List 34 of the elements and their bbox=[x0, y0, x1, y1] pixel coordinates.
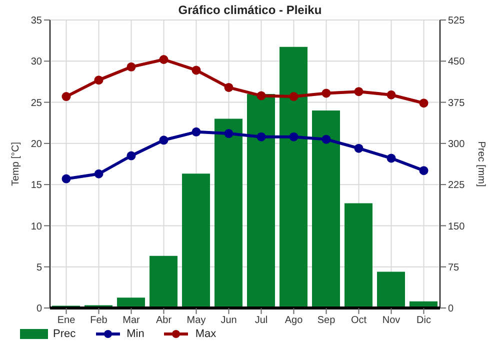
y-tick-label: 20 bbox=[30, 138, 42, 150]
x-tick-label: Mar bbox=[122, 315, 141, 326]
x-tick-label: Sep bbox=[317, 315, 336, 326]
y-tick-label: 5 bbox=[36, 262, 42, 274]
x-tick-label: Ago bbox=[284, 315, 304, 326]
x-tick-label: Ene bbox=[57, 315, 76, 326]
y-tick-label: 15 bbox=[30, 180, 42, 192]
y2-tick-label: 525 bbox=[448, 16, 466, 27]
y-axis-title: Temp [°C] bbox=[10, 142, 22, 186]
legend-label: Min bbox=[126, 328, 144, 340]
y2-tick-label: 0 bbox=[448, 304, 454, 315]
y2-tick-label: 375 bbox=[448, 98, 466, 109]
y2-axis-title: Prec [mm] bbox=[475, 141, 486, 187]
chart-title: Gráfico climático - Pleiku bbox=[178, 3, 322, 17]
x-tick-label: Jun bbox=[220, 315, 237, 326]
x-tick-label: Nov bbox=[382, 315, 400, 326]
legend-label: Max bbox=[194, 328, 216, 340]
x-tick-label: Jul bbox=[254, 315, 268, 326]
x-tick-label: Dic bbox=[416, 315, 431, 326]
y-tick-label: 0 bbox=[36, 304, 42, 315]
y2-tick-label: 225 bbox=[448, 180, 466, 192]
x-tick-label: Feb bbox=[90, 315, 108, 326]
legend-label: Prec bbox=[52, 328, 76, 340]
y2-tick-label: 450 bbox=[448, 56, 466, 68]
y-tick-label: 30 bbox=[30, 56, 42, 68]
x-tick-label: Oct bbox=[350, 315, 367, 326]
y2-tick-label: 75 bbox=[448, 262, 460, 274]
y2-tick-label: 150 bbox=[448, 221, 466, 232]
x-tick-label: May bbox=[186, 315, 206, 326]
y-tick-label: 25 bbox=[30, 98, 42, 109]
y-tick-label: 10 bbox=[30, 221, 42, 232]
x-tick-label: Abr bbox=[156, 315, 172, 326]
y-tick-label: 35 bbox=[30, 16, 42, 27]
y2-tick-label: 300 bbox=[448, 138, 466, 150]
